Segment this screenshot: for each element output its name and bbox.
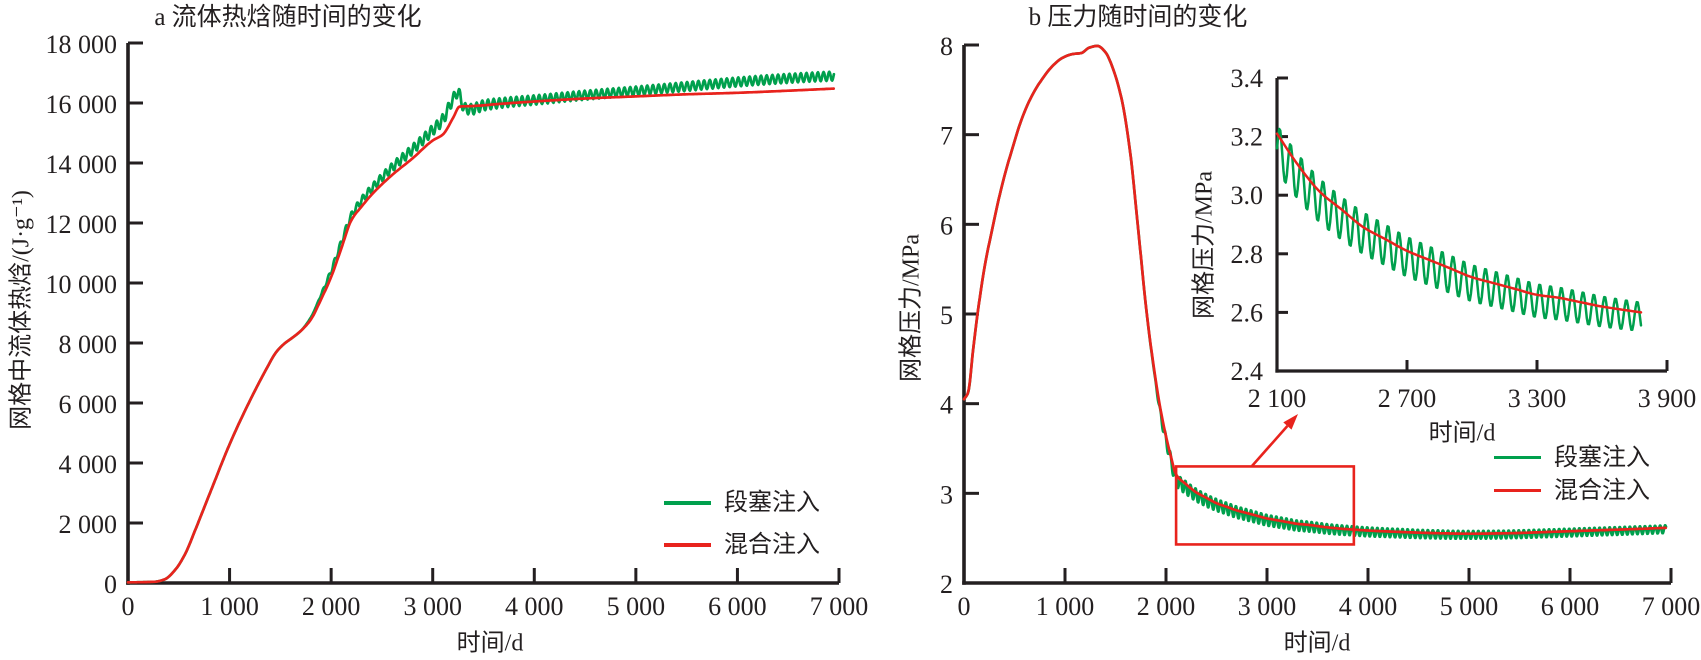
y-tick-label: 5: [940, 301, 953, 330]
x-tick-label: 2 700: [1378, 384, 1437, 413]
x-tick-label: 0: [958, 592, 971, 621]
legend-label: 段塞注入: [724, 490, 820, 516]
y-tick-label: 2.8: [1231, 240, 1264, 269]
y-tick-label: 10 000: [46, 270, 118, 299]
y-tick-label: 14 000: [46, 150, 118, 179]
legend-line-red: [664, 543, 711, 547]
x-tick-label: 7 000: [810, 592, 869, 621]
y-tick-label: 7: [940, 122, 953, 151]
panel_b-axes: 0 1 000 2 000 3 000 4 000 5 000 6 000 7 000 2 3 4 5…: [940, 32, 1700, 621]
y-tick-label: 8 000: [59, 330, 118, 359]
zoom-arrow-head-icon: [1283, 414, 1298, 430]
panel_b-series-red: [962, 44, 1668, 536]
y-tick-label: 4: [940, 391, 953, 420]
x-tick-label: 3 900: [1638, 384, 1697, 413]
legend-line-green: [664, 501, 711, 505]
y-tick-label: 2.6: [1231, 298, 1264, 327]
x-tick-label: 5 000: [1440, 592, 1499, 621]
y-tick-label: 2: [940, 570, 953, 599]
legend-line-red: [1494, 488, 1541, 493]
y-tick-label: 2 000: [59, 510, 118, 539]
panel_a-series-red: [126, 87, 836, 584]
legend-item-slug-injection: 段塞注入: [664, 482, 820, 524]
x-tick-label: 6 000: [708, 592, 767, 621]
inset_b-series-green: [1275, 127, 1643, 332]
y-tick-label: 8: [940, 32, 953, 61]
x-tick-label: 2 000: [1137, 592, 1196, 621]
x-tick-label: 4 000: [1339, 592, 1398, 621]
zoom-box-rect: [1174, 465, 1356, 546]
y-tick-label: 4 000: [59, 450, 118, 479]
panel-b-legend: 段塞注入 混合注入: [1494, 441, 1650, 507]
y-tick-label: 18 000: [46, 30, 118, 59]
y-tick-label: 6: [940, 211, 953, 240]
y-tick-label: 3: [940, 480, 953, 509]
legend-label: 混合注入: [1554, 477, 1650, 504]
x-tick-label: 1 000: [200, 592, 259, 621]
x-tick-label: 0: [122, 592, 135, 621]
legend-label: 混合注入: [724, 532, 820, 558]
panel-a-legend: 段塞注入 混合注入: [664, 482, 820, 566]
y-tick-label: 2.4: [1231, 357, 1264, 386]
y-tick-label: 3.4: [1231, 64, 1264, 93]
x-tick-label: 2 100: [1248, 384, 1307, 413]
x-tick-label: 2 000: [302, 592, 361, 621]
x-tick-label: 6 000: [1541, 592, 1600, 621]
x-tick-label: 7 000: [1642, 592, 1701, 621]
x-tick-label: 3 300: [1508, 384, 1567, 413]
legend-label: 段塞注入: [1554, 444, 1650, 471]
y-tick-label: 3.0: [1231, 181, 1264, 210]
inset_b-series-red: [1275, 132, 1643, 314]
legend-line-green: [1494, 455, 1541, 460]
x-tick-label: 3 000: [403, 592, 462, 621]
inset_b-axes: 2 100 2 700 3 300 3 900 2.4 2.6 2.8 3.0 3.2 3.4: [1231, 64, 1697, 413]
y-tick-label: 16 000: [46, 90, 118, 119]
legend-item-mixed-injection: 混合注入: [1494, 474, 1650, 507]
x-tick-label: 1 000: [1036, 592, 1095, 621]
y-tick-label: 6 000: [59, 390, 118, 419]
x-tick-label: 3 000: [1238, 592, 1297, 621]
y-tick-label: 3.2: [1231, 123, 1264, 152]
legend-item-mixed-injection: 混合注入: [664, 524, 820, 566]
zoom-arrow-line: [1251, 425, 1289, 467]
panel_a-axes: 0 1 000 2 000 3 000 4 000 5 000 6 000 7 000 0 2 0…: [46, 30, 869, 621]
legend-item-slug-injection: 段塞注入: [1494, 441, 1650, 474]
x-tick-label: 5 000: [607, 592, 666, 621]
x-tick-label: 4 000: [505, 592, 564, 621]
zoom-annotation: [1174, 414, 1356, 546]
y-tick-label: 12 000: [46, 210, 118, 239]
y-tick-label: 0: [104, 570, 117, 599]
